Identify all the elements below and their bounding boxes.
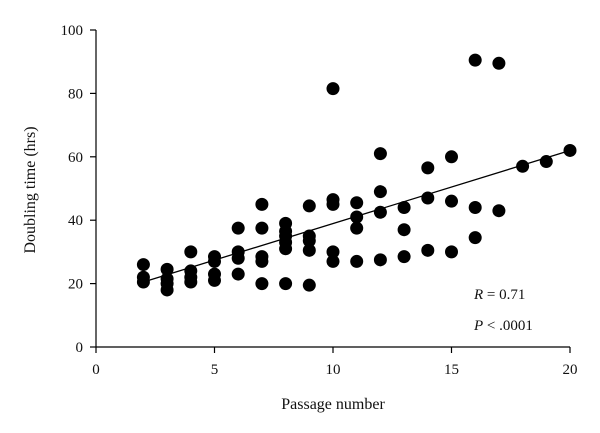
data-points [136,53,577,297]
y-tick-label: 20 [68,277,83,293]
data-point [326,82,340,96]
data-point [231,251,245,265]
data-point [255,221,269,235]
x-axis-ticks: 0 5 10 15 20 [92,347,578,378]
data-point [468,53,482,67]
x-tick-label: 20 [563,362,578,378]
data-point [421,243,435,257]
data-point [326,254,340,268]
y-tick-label: 80 [68,86,83,102]
data-point [397,223,411,237]
data-point [326,245,340,259]
data-point [255,254,269,268]
data-point [492,204,506,218]
x-tick-label: 10 [326,362,341,378]
r-symbol: R [473,287,483,303]
data-point [468,201,482,215]
data-point [184,245,198,259]
data-point [445,150,458,164]
data-point [302,234,316,248]
data-point [373,253,387,267]
data-point [184,275,198,289]
data-point [160,283,174,297]
x-tick-label: 5 [211,362,219,378]
data-point [279,242,293,256]
data-point [136,258,150,272]
data-point [350,254,364,268]
data-point [302,243,316,257]
p-symbol: P [473,318,483,334]
x-axis-title: Passage number [281,396,385,413]
y-axis-ticks: 0 20 40 60 80 100 [61,23,96,356]
x-tick-label: 0 [92,362,100,378]
data-point [350,210,364,224]
data-point [255,197,269,211]
data-point [231,221,245,235]
data-point [231,267,245,281]
data-point [208,273,221,287]
data-point [302,199,316,213]
data-point [255,277,269,291]
data-point [421,161,435,175]
data-point [445,245,458,259]
data-point [350,196,364,210]
data-point [397,250,411,264]
r-value: = 0.71 [483,287,525,303]
data-point [373,147,387,161]
trend-line [143,149,571,283]
p-value: < .0001 [483,318,533,334]
data-point [279,277,293,291]
data-point [302,278,316,292]
data-point [160,262,174,276]
data-point [326,197,340,211]
p-annotation: P < .0001 [473,318,533,334]
x-tick-label: 15 [444,362,459,378]
data-point [516,159,530,173]
y-tick-label: 60 [68,150,83,166]
data-point [492,56,506,70]
y-tick-label: 0 [76,340,84,356]
y-axis-title: Doubling time (hrs) [22,126,39,253]
data-point [397,201,411,215]
data-point [445,194,458,208]
data-point [468,231,482,245]
data-point [208,254,221,268]
y-tick-label: 40 [68,213,83,229]
data-point [350,221,364,235]
data-point [373,185,387,199]
r-annotation: R = 0.71 [473,287,525,303]
data-point [373,205,387,219]
y-tick-label: 100 [61,23,84,39]
